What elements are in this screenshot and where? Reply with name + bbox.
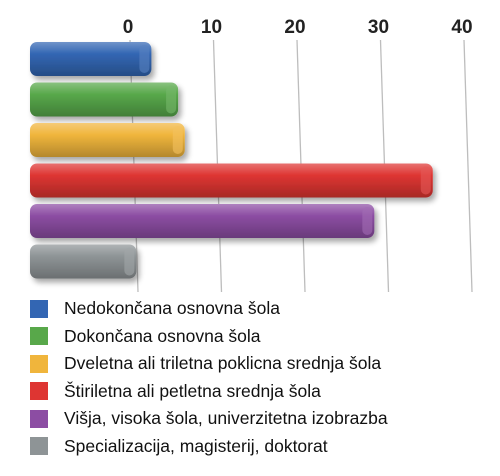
x-axis-ticks: 0 10 20 30 40 xyxy=(123,17,473,38)
x-tick-label: 0 xyxy=(123,17,134,38)
legend-item: Specializacija, magisterij, doktorat xyxy=(30,433,495,461)
legend-swatch xyxy=(30,354,48,373)
bar-2 xyxy=(30,82,179,117)
legend-label: Višja, visoka šola, univerzitetna izobra… xyxy=(64,408,388,429)
bar-end-cap xyxy=(420,166,431,195)
bar-5 xyxy=(30,204,375,238)
bar-6 xyxy=(30,244,137,279)
legend: Nedokončana osnovna šola Dokončana osnovn… xyxy=(30,295,495,460)
bar-end-cap xyxy=(166,85,177,114)
bar-end-cap xyxy=(124,247,135,276)
legend-swatch xyxy=(30,299,48,318)
legend-label: Specializacija, magisterij, doktorat xyxy=(64,435,328,456)
legend-item: Višja, visoka šola, univerzitetna izobra… xyxy=(30,405,495,433)
x-tick-label: 10 xyxy=(201,17,222,38)
x-tick-label: 40 xyxy=(451,17,472,38)
bar-chart: 0 10 20 30 40 xyxy=(30,17,473,293)
legend-swatch xyxy=(30,327,48,346)
legend-swatch xyxy=(30,409,48,428)
bars xyxy=(30,42,433,279)
x-tick-label: 30 xyxy=(368,17,389,38)
legend-item: Dokončana osnovna šola xyxy=(30,323,495,351)
legend-item: Štiriletna ali petletna srednja šola xyxy=(30,378,495,406)
legend-item: Dveletna ali triletna poklicna srednja š… xyxy=(30,350,495,378)
legend-label: Dokončana osnovna šola xyxy=(64,325,261,346)
legend-swatch xyxy=(30,382,48,401)
legend-swatch xyxy=(30,437,48,456)
x-tick-label: 20 xyxy=(284,17,305,38)
legend-label: Štiriletna ali petletna srednja šola xyxy=(64,380,321,401)
bar-end-cap xyxy=(362,207,373,235)
bar-end-cap xyxy=(139,45,150,73)
bar-3 xyxy=(30,123,185,157)
legend-label: Dveletna ali triletna poklicna srednja š… xyxy=(64,353,382,374)
bar-1 xyxy=(30,42,152,76)
bar-4 xyxy=(30,163,433,198)
bar-end-cap xyxy=(172,126,183,154)
legend-label: Nedokončana osnovna šola xyxy=(64,298,280,319)
legend-item: Nedokončana osnovna šola xyxy=(30,295,495,323)
gridline-40 xyxy=(463,39,473,293)
